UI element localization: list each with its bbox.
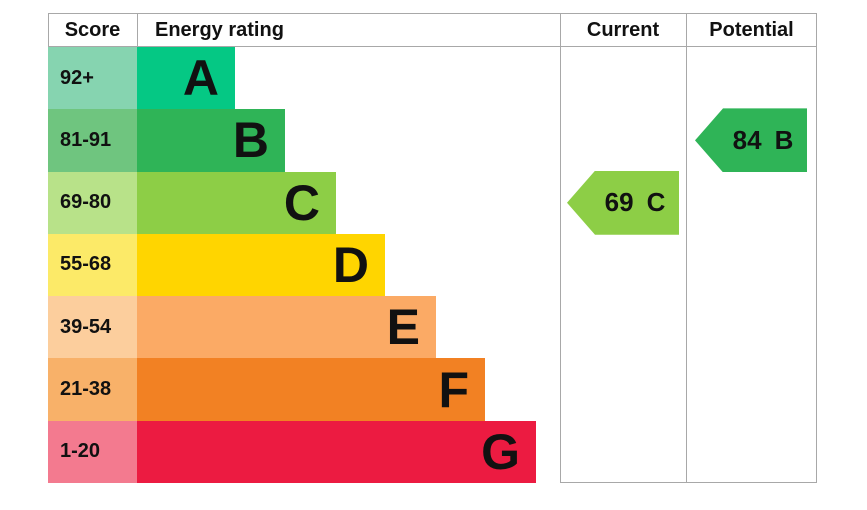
band-rows: 92+ A 81-91 B 69-80 C 55-68 D 39-54 E 21… <box>48 47 817 483</box>
band-letter: F <box>438 361 469 418</box>
epc-table: Score Energy rating Current Potential 92… <box>48 13 817 483</box>
header-energy-rating: Energy rating <box>155 19 284 41</box>
score-range-label: 69-80 <box>60 191 112 214</box>
band-row-g: 1-20 G <box>48 420 817 483</box>
band-bar: F <box>137 358 485 421</box>
band-bar: G <box>137 420 536 483</box>
band-bar: E <box>137 296 436 359</box>
band-row-a: 92+ A <box>48 47 817 110</box>
table-right-border <box>816 13 817 483</box>
band-row-b: 81-91 B <box>48 109 817 172</box>
header-score: Score <box>64 19 121 41</box>
score-range-cell: 92+ <box>48 47 137 110</box>
score-range-label: 1-20 <box>60 440 101 463</box>
potential-column-divider <box>686 13 687 483</box>
header-left-border <box>48 13 49 46</box>
band-letter: D <box>332 236 369 293</box>
current-score: 69 <box>604 187 634 218</box>
score-range-label: 81-91 <box>60 128 112 151</box>
band-letter: C <box>283 174 320 231</box>
score-range-label: 21-38 <box>60 378 112 401</box>
score-range-label: 39-54 <box>60 315 112 338</box>
potential-band-letter: B <box>774 124 794 155</box>
score-column-divider <box>137 13 138 46</box>
band-row-c: 69-80 C <box>48 171 817 234</box>
band-letter: B <box>232 112 269 169</box>
potential-score: 84 <box>732 124 762 155</box>
band-bar: D <box>137 233 385 297</box>
band-row-e: 39-54 E <box>48 296 817 359</box>
score-range-cell: 21-38 <box>48 358 137 421</box>
band-letter: G <box>481 423 520 480</box>
table-bottom-border <box>560 482 817 483</box>
score-range-cell: 69-80 <box>48 171 137 234</box>
score-range-cell: 55-68 <box>48 233 137 297</box>
score-range-label: 92+ <box>60 66 94 89</box>
current-rating-arrow: 69 C <box>567 170 679 235</box>
band-row-f: 21-38 F <box>48 358 817 421</box>
band-bar: C <box>137 171 336 234</box>
header-potential: Potential <box>709 19 794 41</box>
score-range-label: 55-68 <box>60 253 112 276</box>
band-letter: E <box>386 299 420 356</box>
band-row-d: 55-68 D <box>48 233 817 297</box>
score-range-cell: 81-91 <box>48 109 137 172</box>
score-range-cell: 39-54 <box>48 296 137 359</box>
current-band-letter: C <box>646 187 666 218</box>
table-top-border <box>48 13 817 14</box>
band-letter: A <box>182 50 219 107</box>
header-current: Current <box>586 19 660 41</box>
band-bar: B <box>137 109 285 172</box>
header-bottom-border <box>48 46 817 47</box>
potential-rating-arrow: 84 B <box>695 108 807 173</box>
current-column-divider <box>560 13 561 483</box>
band-bar: A <box>137 47 235 110</box>
score-range-cell: 1-20 <box>48 420 137 483</box>
